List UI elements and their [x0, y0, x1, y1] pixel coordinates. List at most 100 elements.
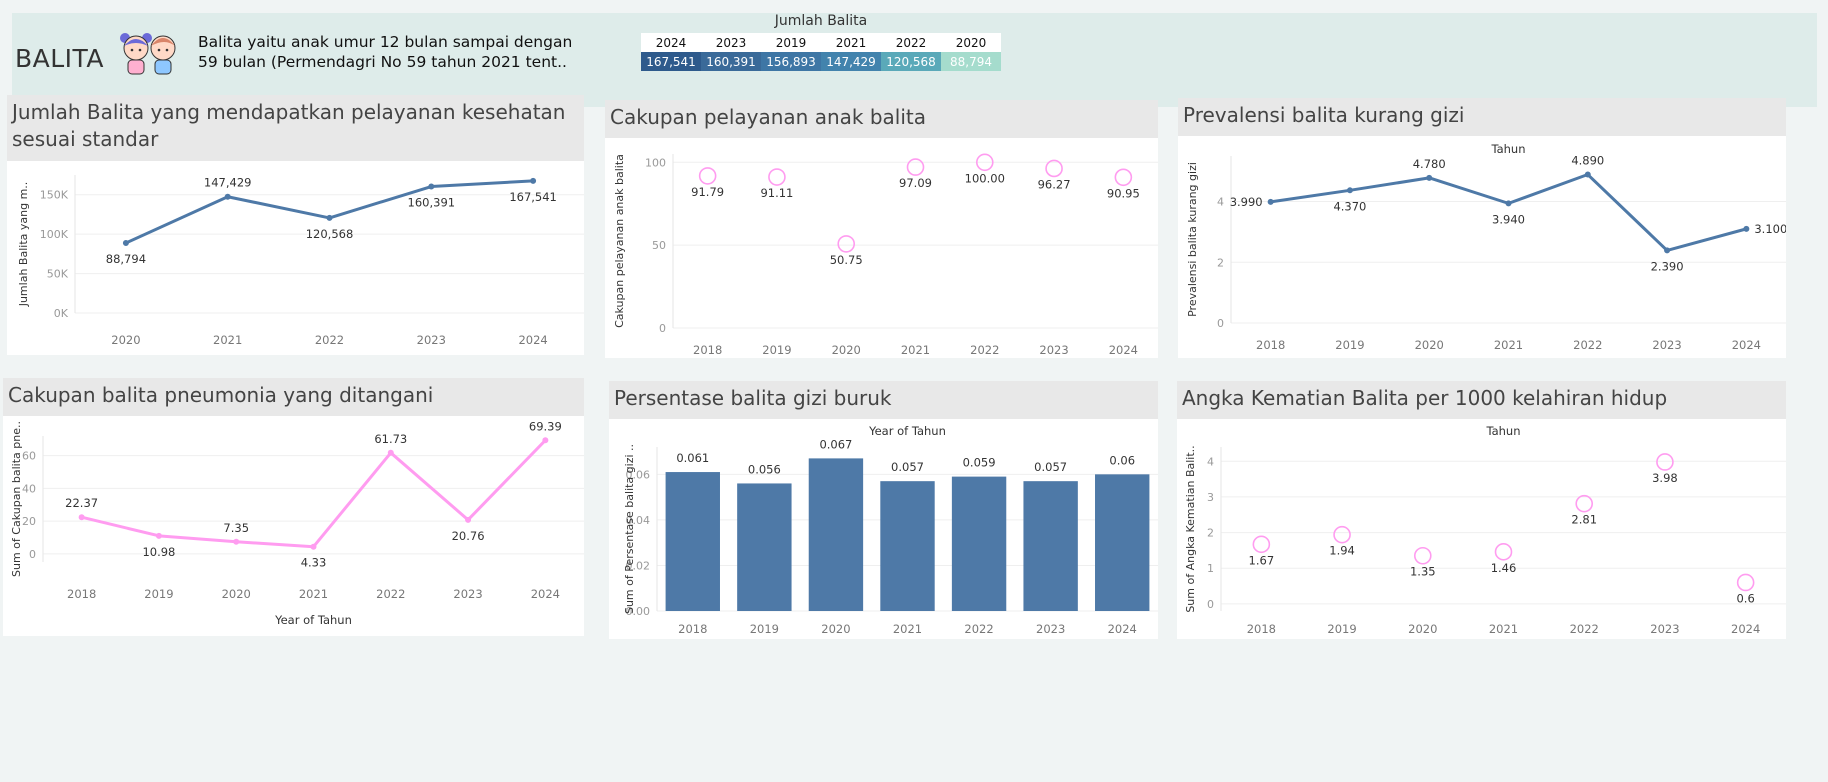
- y-tick-label: 100K: [40, 228, 69, 241]
- data-label: 1.46: [1491, 561, 1517, 575]
- y-tick-label: 0.06: [626, 468, 651, 481]
- data-label: 167,541: [509, 190, 557, 204]
- panel-title: Jumlah Balita yang mendapatkan pelayanan…: [7, 95, 584, 161]
- chart-cakupan-pelayanan: 0 50 100 2018 2019 2020 2021 2022 2023 2024 Cakupa…: [613, 153, 1158, 357]
- panel-angka-kematian: Angka Kematian Balita per 1000 kelahiran…: [1177, 381, 1786, 639]
- data-label: 1.67: [1249, 553, 1275, 567]
- x-tick-label: 2024: [1108, 622, 1137, 636]
- data-point: [906, 158, 925, 176]
- y-tick-label: 100: [645, 156, 666, 169]
- data-label: 20.76: [452, 529, 485, 543]
- x-tick-label: 2021: [901, 343, 930, 357]
- x-tick-label: 2022: [1573, 338, 1602, 352]
- x-tick-label: 2019: [1335, 338, 1364, 352]
- x-tick-label: 2024: [1731, 622, 1760, 636]
- panel-title-line-2: sesuai standar: [12, 127, 159, 151]
- x-tick-label: 2024: [531, 587, 560, 601]
- top-axis-label: Tahun: [1490, 142, 1525, 156]
- x-tick-label: 2019: [144, 587, 173, 601]
- y-axis-label: Sum of Cakupan balita pne..: [10, 421, 23, 577]
- x-tick-label: 2018: [1256, 338, 1285, 352]
- data-label: 4.780: [1413, 157, 1446, 171]
- panel-pneumonia: Cakupan balita pneumonia yang ditangani …: [3, 378, 584, 636]
- chart-angka-kematian: 0 1 2 3 4 2018 2019 2020 2021 2022 2023 2024 Tahun Su…: [1184, 424, 1786, 636]
- x-tick-label: 2022: [376, 587, 405, 601]
- year-header: 2019: [761, 33, 821, 52]
- bar: [880, 481, 935, 611]
- data-label: 0.057: [1034, 460, 1067, 474]
- data-point: [326, 214, 333, 221]
- data-label: 0.061: [676, 451, 709, 465]
- x-tick-label: 2018: [67, 587, 96, 601]
- jumlah-balita-table: 2024 2023 2019 2021 2022 2020 167,541 160,391 1…: [641, 33, 1001, 71]
- y-tick-label: 150K: [40, 189, 69, 202]
- y-tick-label: 4: [1217, 196, 1224, 209]
- data-label: 160,391: [408, 196, 456, 210]
- data-label: 88,794: [106, 252, 146, 266]
- x-tick-label: 2019: [750, 622, 779, 636]
- panel-jumlah-balita-pelayanan: Jumlah Balita yang mendapatkan pelayanan…: [7, 95, 584, 355]
- top-axis-label: Tahun: [1485, 424, 1520, 438]
- kids-illustration: [120, 33, 176, 75]
- data-point: [1494, 543, 1513, 561]
- panel-title: Persentase balita gizi buruk: [609, 381, 1158, 419]
- bar: [951, 476, 1007, 611]
- x-tick-label: 2020: [821, 622, 850, 636]
- data-point: [155, 532, 162, 539]
- y-tick-label: 0.02: [626, 559, 651, 572]
- bar: [808, 458, 864, 611]
- data-label: 120,568: [306, 227, 354, 241]
- y-tick-label: 40: [22, 482, 36, 495]
- data-point: [1743, 225, 1750, 232]
- data-label: 97.09: [899, 176, 932, 190]
- data-label: 91.11: [760, 186, 793, 200]
- bar: [665, 472, 720, 611]
- x-tick-label: 2021: [1489, 622, 1518, 636]
- x-tick-label: 2019: [762, 343, 791, 357]
- y-tick-label: 50K: [47, 268, 69, 281]
- jumlah-balita-values-row: 167,541 160,391 156,893 147,429 120,568 88,79…: [641, 52, 1001, 71]
- data-point: [233, 538, 240, 545]
- data-point: [1252, 535, 1271, 554]
- data-label: 22.37: [65, 496, 98, 510]
- y-axis-label: Sum of Angka Kematian Balit..: [1184, 445, 1197, 612]
- y-tick-label: 1: [1207, 562, 1214, 575]
- y-tick-label: 2: [1207, 527, 1214, 540]
- x-tick-label: 2020: [1415, 338, 1444, 352]
- data-label: 0.6: [1736, 591, 1754, 605]
- data-point: [1736, 573, 1755, 592]
- data-point: [837, 235, 856, 253]
- x-tick-label: 2020: [832, 343, 861, 357]
- year-header: 2021: [821, 33, 881, 52]
- y-tick-label: 0: [659, 322, 666, 335]
- bar: [1095, 474, 1150, 611]
- data-point: [698, 167, 717, 185]
- data-label: 100.00: [965, 171, 1005, 185]
- data-label: 3.98: [1652, 471, 1678, 485]
- year-header: 2022: [881, 33, 941, 52]
- data-label: 2.390: [1651, 259, 1684, 273]
- x-axis-label: Year of Tahun: [274, 613, 352, 627]
- data-label: 10.98: [142, 545, 175, 559]
- data-label: 1.35: [1410, 565, 1436, 579]
- description-line-2: 59 bulan (Permendagri No 59 tahun 2021 t…: [198, 53, 567, 71]
- x-tick-label: 2018: [693, 343, 722, 357]
- data-point: [530, 177, 537, 184]
- x-tick-label: 2021: [1494, 338, 1523, 352]
- data-point: [1267, 198, 1274, 205]
- y-axis-label: Prevalensi balita kurang gizi: [1186, 162, 1199, 317]
- x-tick-label: 2019: [1327, 622, 1356, 636]
- y-tick-label: 60: [22, 450, 36, 463]
- data-point: [428, 183, 435, 190]
- data-label: 1.94: [1329, 544, 1355, 558]
- data-label: 147,429: [204, 176, 252, 190]
- y-tick-label: 0: [1207, 598, 1214, 611]
- x-tick-label: 2023: [1039, 343, 1068, 357]
- year-header: 2023: [701, 33, 761, 52]
- x-tick-label: 2022: [1570, 622, 1599, 636]
- data-label: 50.75: [830, 253, 863, 267]
- chart-gizi-buruk: 0.00 0.02 0.04 0.06 2018 2019 2020 2021 2022 2023…: [623, 424, 1158, 636]
- data-point: [1413, 546, 1432, 565]
- data-point: [465, 516, 472, 523]
- data-point: [387, 449, 394, 456]
